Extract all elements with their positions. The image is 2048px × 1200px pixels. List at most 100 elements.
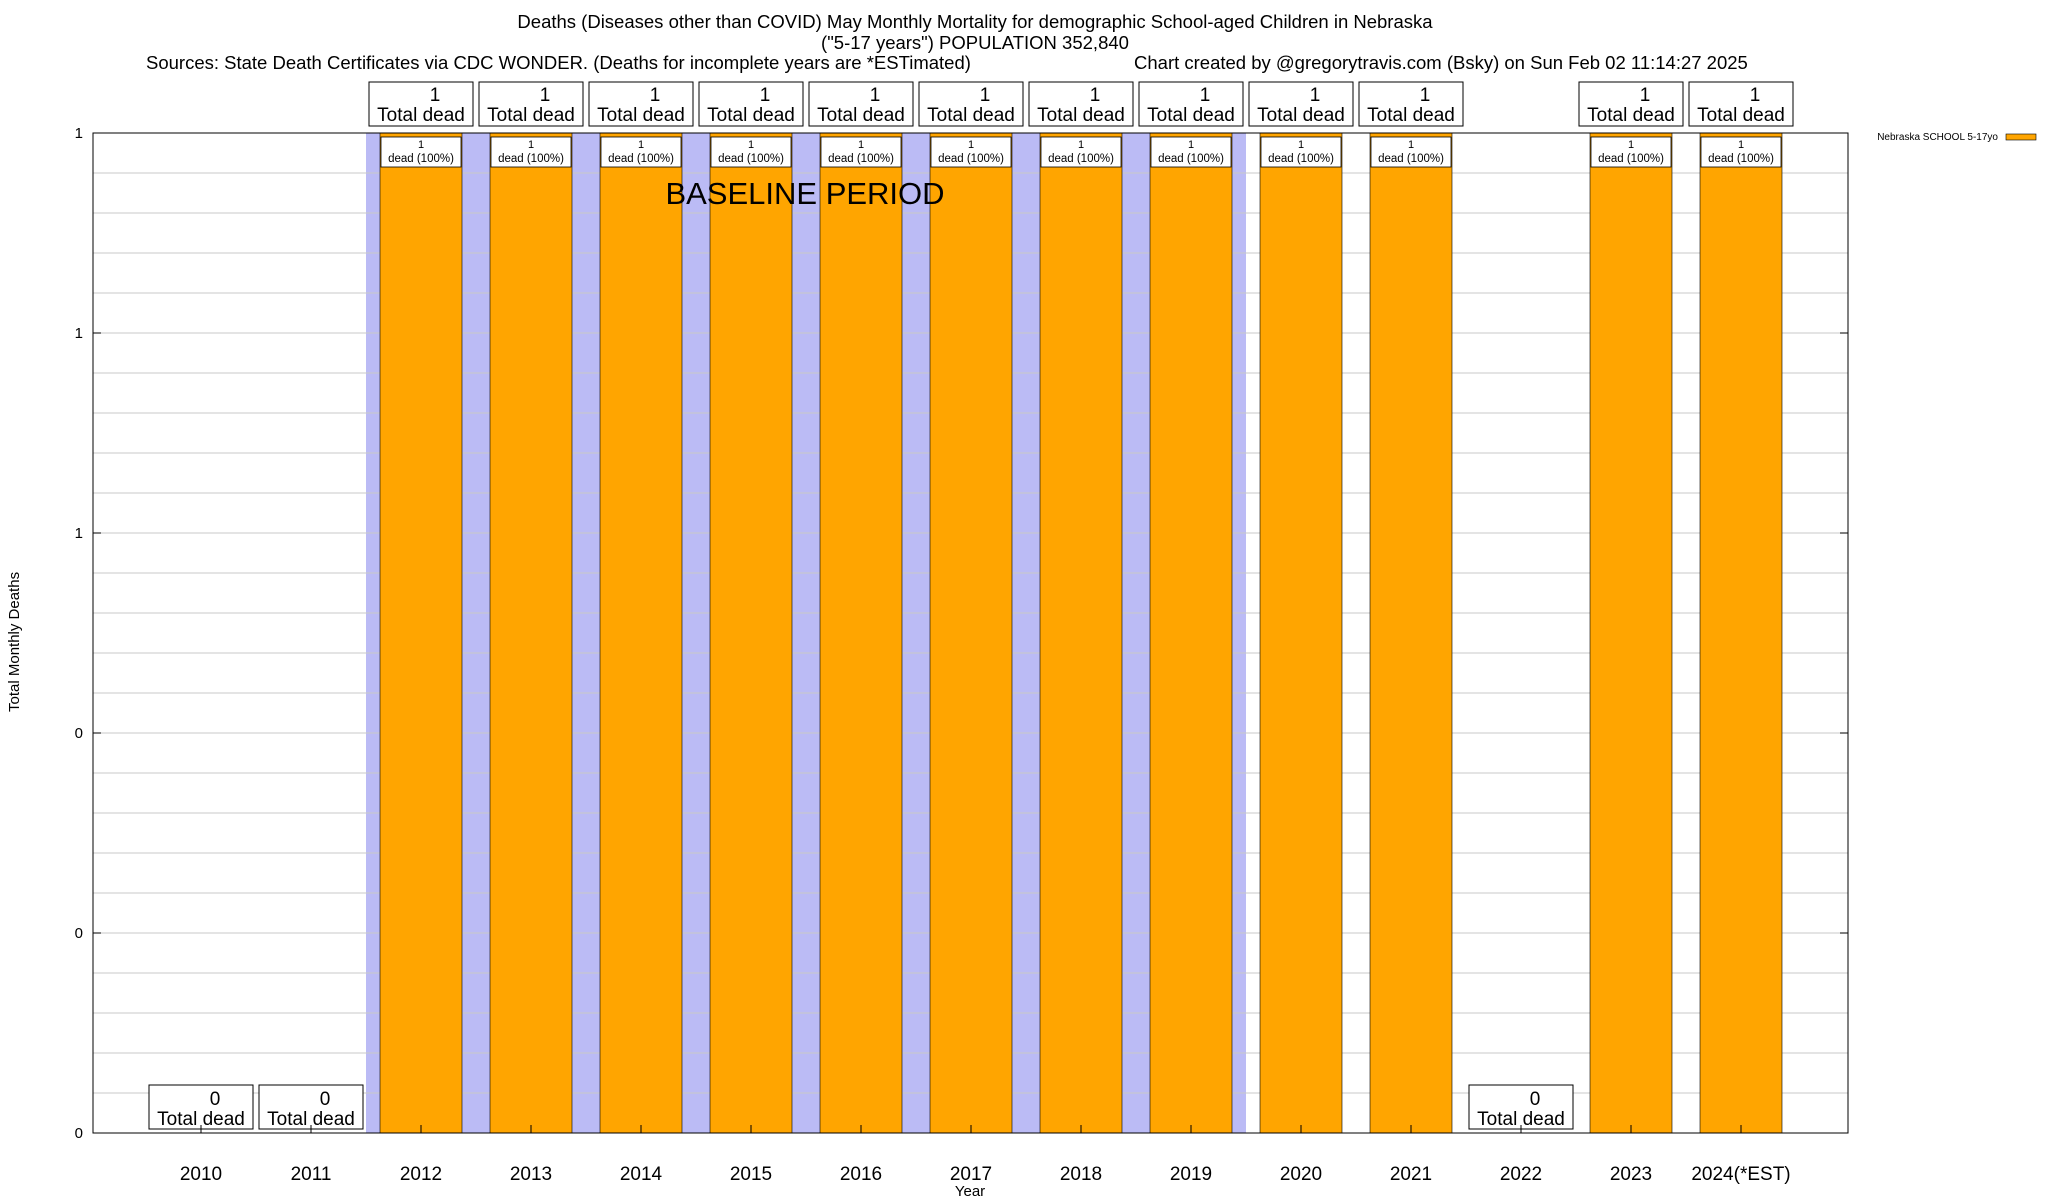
- bar: [1149, 132, 1233, 1134]
- total-label-value: 1: [1310, 85, 1321, 106]
- bar: [819, 132, 903, 1134]
- total-label-text: Total dead: [597, 105, 685, 126]
- bar-inner-pct: dead (100%): [608, 153, 674, 165]
- total-label-value: 0: [1530, 1089, 1541, 1110]
- bar-inner-pct: dead (100%): [498, 153, 564, 165]
- bar: [1259, 132, 1343, 1134]
- bar-inner-pct: dead (100%): [1598, 153, 1664, 165]
- total-label-box: [1358, 81, 1464, 127]
- x-tick-label: 2013: [510, 1164, 552, 1185]
- total-label-box: [1578, 81, 1684, 127]
- x-tick-label: 2020: [1280, 1164, 1322, 1185]
- total-label-value: 1: [1090, 85, 1101, 106]
- bar: [489, 132, 573, 1134]
- bar: [929, 132, 1013, 1134]
- baseline-annotation: BASELINE PERIOD: [665, 176, 944, 211]
- bar-inner-label-box: [1150, 136, 1232, 168]
- total-label-box: [368, 81, 474, 127]
- bar-inner-label-box: [1590, 136, 1672, 168]
- total-label-box: [1688, 81, 1794, 127]
- total-label-text: Total dead: [1037, 105, 1125, 126]
- total-label-text: Total dead: [1697, 105, 1785, 126]
- x-axis-label: Year: [955, 1183, 985, 1200]
- legend-swatch: [2005, 133, 2037, 141]
- total-label-box: [1468, 1084, 1574, 1130]
- total-label-value: 1: [1640, 85, 1651, 106]
- total-label-box: [918, 81, 1024, 127]
- total-label-value: 1: [1200, 85, 1211, 106]
- bar-inner-label-box: [1260, 136, 1342, 168]
- total-label-value: 0: [210, 1089, 221, 1110]
- total-label-text: Total dead: [1257, 105, 1345, 126]
- total-label-text: Total dead: [817, 105, 905, 126]
- x-tick-label: 2019: [1170, 1164, 1212, 1185]
- bar-inner-count: 1: [638, 139, 644, 151]
- bar-inner-pct: dead (100%): [1048, 153, 1114, 165]
- bar: [1039, 132, 1123, 1134]
- x-tick-label: 2023: [1610, 1164, 1652, 1185]
- x-tick-label: 2016: [840, 1164, 882, 1185]
- y-tick-label: 1: [75, 525, 83, 542]
- bar-inner-label-box: [490, 136, 572, 168]
- total-label-text: Total dead: [1147, 105, 1235, 126]
- total-label-box: [1138, 81, 1244, 127]
- total-label-box: [698, 81, 804, 127]
- total-label-text: Total dead: [707, 105, 795, 126]
- chart-sources: Sources: State Death Certificates via CD…: [146, 52, 971, 73]
- y-tick-label: 1: [75, 125, 83, 142]
- total-label-box: [588, 81, 694, 127]
- bar-inner-pct: dead (100%): [1268, 153, 1334, 165]
- bar-inner-label-box: [1040, 136, 1122, 168]
- total-label-value: 1: [1750, 85, 1761, 106]
- total-label-value: 1: [1420, 85, 1431, 106]
- bar-inner-label-box: [930, 136, 1012, 168]
- y-tick-label: 1: [75, 325, 83, 342]
- bar-inner-pct: dead (100%): [828, 153, 894, 165]
- total-label-box: [808, 81, 914, 127]
- total-label-box: [148, 1084, 254, 1130]
- total-label-value: 1: [870, 85, 881, 106]
- total-label-value: 1: [980, 85, 991, 106]
- x-tick-label: 2024(*EST): [1691, 1164, 1790, 1185]
- y-tick-label: 0: [75, 725, 83, 742]
- total-label-text: Total dead: [1477, 1109, 1565, 1130]
- y-tick-label: 0: [75, 925, 83, 942]
- bar-inner-label-box: [600, 136, 682, 168]
- total-label-value: 1: [760, 85, 771, 106]
- bar-inner-label-box: [710, 136, 792, 168]
- bar: [709, 132, 793, 1134]
- y-tick-label: 0: [75, 1125, 83, 1142]
- x-tick-label: 2017: [950, 1164, 992, 1185]
- bar-inner-count: 1: [528, 139, 534, 151]
- legend-label: Nebraska SCHOOL 5-17yo: [1877, 132, 1998, 143]
- bar-inner-pct: dead (100%): [938, 153, 1004, 165]
- bar-inner-count: 1: [1408, 139, 1414, 151]
- x-tick-label: 2014: [620, 1164, 663, 1185]
- bar: [1369, 132, 1453, 1134]
- bar-inner-count: 1: [1078, 139, 1084, 151]
- bar-inner-pct: dead (100%): [1158, 153, 1224, 165]
- bar-inner-count: 1: [418, 139, 424, 151]
- bar-inner-label-box: [1700, 136, 1782, 168]
- total-label-text: Total dead: [1367, 105, 1455, 126]
- total-label-text: Total dead: [927, 105, 1015, 126]
- total-label-text: Total dead: [1587, 105, 1675, 126]
- bar-inner-count: 1: [1298, 139, 1304, 151]
- x-tick-label: 2012: [400, 1164, 442, 1185]
- bar-inner-count: 1: [1628, 139, 1634, 151]
- chart-credit: Chart created by @gregorytravis.com (Bsk…: [1134, 52, 1748, 73]
- total-label-box: [1248, 81, 1354, 127]
- total-label-value: 1: [430, 85, 441, 106]
- plot-border: [92, 132, 1849, 1134]
- x-tick-label: 2010: [180, 1164, 222, 1185]
- bar: [1589, 132, 1673, 1134]
- bar-inner-label-box: [1370, 136, 1452, 168]
- x-tick-label: 2021: [1390, 1164, 1432, 1185]
- bar-inner-count: 1: [1188, 139, 1194, 151]
- total-label-text: Total dead: [157, 1109, 245, 1130]
- bar-inner-pct: dead (100%): [1708, 153, 1774, 165]
- bar-inner-count: 1: [968, 139, 974, 151]
- x-tick-label: 2018: [1060, 1164, 1102, 1185]
- bar-inner-count: 1: [858, 139, 864, 151]
